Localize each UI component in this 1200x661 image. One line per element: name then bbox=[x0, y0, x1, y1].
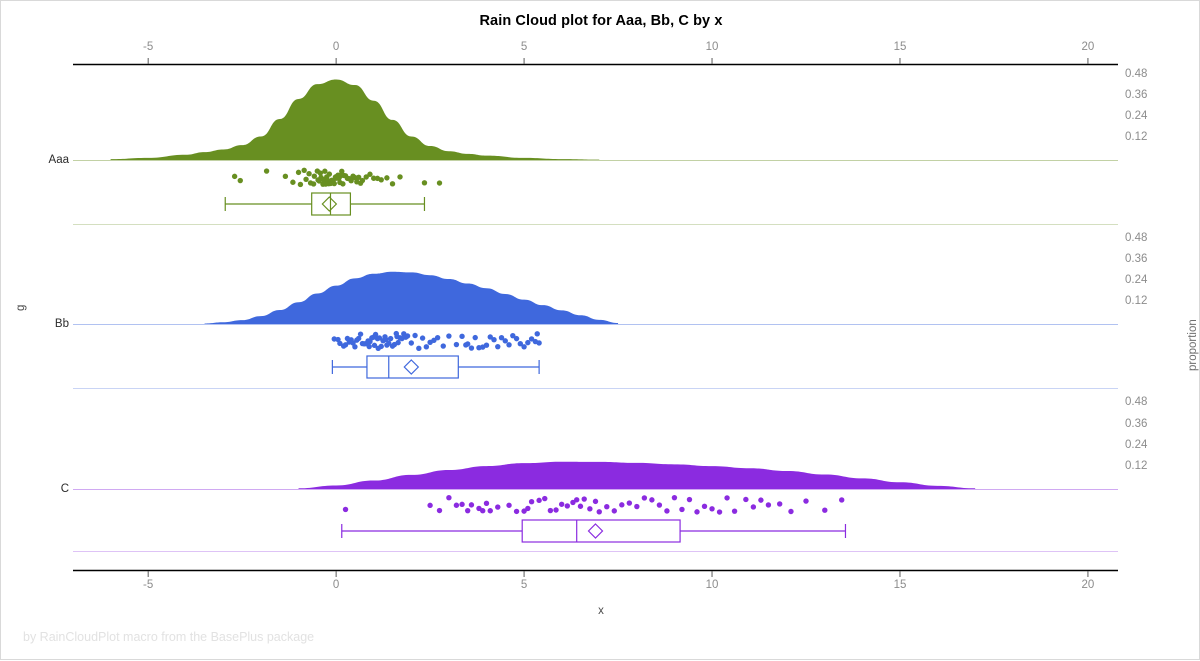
proportion-tick-label: 0.24 bbox=[1125, 438, 1148, 451]
density-cloud-c bbox=[298, 461, 976, 489]
x-tick-label-top: 20 bbox=[1081, 41, 1095, 53]
x-tick-label-top: -5 bbox=[143, 41, 154, 53]
x-tick-label-top: 15 bbox=[893, 41, 907, 53]
x-tick-label-top: 0 bbox=[332, 41, 340, 53]
proportion-tick-label: 0.12 bbox=[1125, 131, 1148, 144]
boxplot-bb bbox=[331, 355, 540, 379]
x-tick-label-bottom: 0 bbox=[332, 579, 340, 591]
proportion-tick-label: 0.48 bbox=[1125, 68, 1148, 81]
x-tick-label-bottom: 15 bbox=[893, 579, 907, 591]
g-axis-label: g bbox=[15, 304, 27, 311]
proportion-tick-label: 0.48 bbox=[1125, 396, 1148, 409]
scatter-dots-aaa bbox=[231, 167, 443, 188]
scatter-dots-bb bbox=[331, 330, 542, 352]
group-label-bb: Bb bbox=[54, 318, 69, 330]
boxplot-aaa bbox=[224, 192, 426, 216]
boxplot-c bbox=[341, 519, 847, 543]
footnote: by RainCloudPlot macro from the BasePlus… bbox=[23, 630, 315, 644]
x-tick-label-bottom: 20 bbox=[1081, 579, 1095, 591]
page-title: Rain Cloud plot for Aaa, Bb, C by x bbox=[479, 13, 723, 29]
group-label-aaa: Aaa bbox=[48, 154, 69, 166]
x-tick-label-top: 5 bbox=[520, 41, 528, 53]
proportion-tick-label: 0.36 bbox=[1125, 253, 1148, 266]
x-tick-label-bottom: 10 bbox=[705, 579, 719, 591]
x-tick-label-bottom: -5 bbox=[143, 579, 154, 591]
proportion-tick-label: 0.12 bbox=[1125, 295, 1148, 308]
proportion-axis-label: proportion bbox=[1187, 319, 1199, 371]
group-label-c: C bbox=[60, 483, 69, 495]
density-cloud-aaa bbox=[110, 79, 600, 160]
proportion-tick-label: 0.12 bbox=[1125, 459, 1148, 472]
proportion-tick-label: 0.24 bbox=[1125, 110, 1148, 123]
scatter-dots-c bbox=[342, 494, 845, 515]
x-tick-label-bottom: 5 bbox=[520, 579, 528, 591]
x-axis-label: x bbox=[598, 605, 604, 617]
x-tick-label-top: 10 bbox=[705, 41, 719, 53]
proportion-tick-label: 0.36 bbox=[1125, 417, 1148, 430]
density-cloud-bb bbox=[204, 271, 619, 324]
proportion-tick-label: 0.36 bbox=[1125, 89, 1148, 102]
proportion-tick-label: 0.24 bbox=[1125, 274, 1148, 287]
proportion-tick-label: 0.48 bbox=[1125, 232, 1148, 245]
